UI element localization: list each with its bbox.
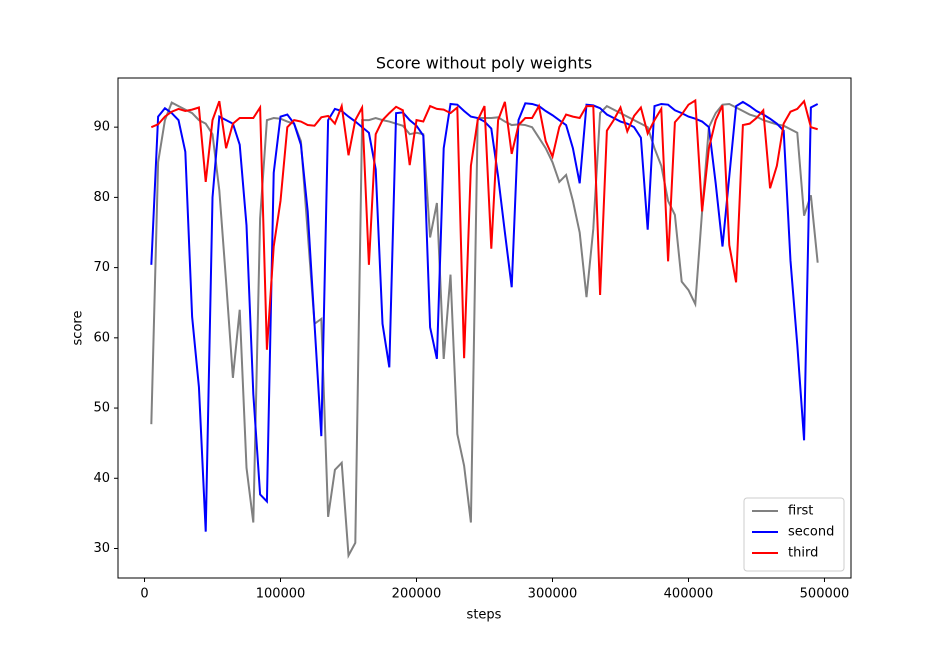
y-tick-label: 30 [93,541,110,556]
y-tick-label: 60 [93,330,110,345]
series-line [150,100,819,532]
x-tick-label: 0 [140,587,148,602]
y-tick-label: 50 [93,401,110,416]
x-tick-label: 100000 [256,587,306,602]
x-tick-label: 400000 [664,587,714,602]
legend-label: second [788,525,834,540]
series-line [150,98,818,359]
y-tick-label: 70 [93,260,110,275]
y-axis-label: score [71,311,86,346]
y-tick-label: 40 [93,471,110,486]
plot-frame [117,77,852,579]
legend-label: third [788,546,818,561]
x-tick-label: 300000 [528,587,578,602]
chart-title: Score without poly weights [376,54,592,73]
legend-label: first [788,504,813,519]
x-axis-label: steps [467,608,502,623]
y-tick-label: 80 [93,190,110,205]
y-tick-label: 90 [93,120,110,135]
x-tick-label: 200000 [392,587,442,602]
x-tick-label: 500000 [800,587,850,602]
